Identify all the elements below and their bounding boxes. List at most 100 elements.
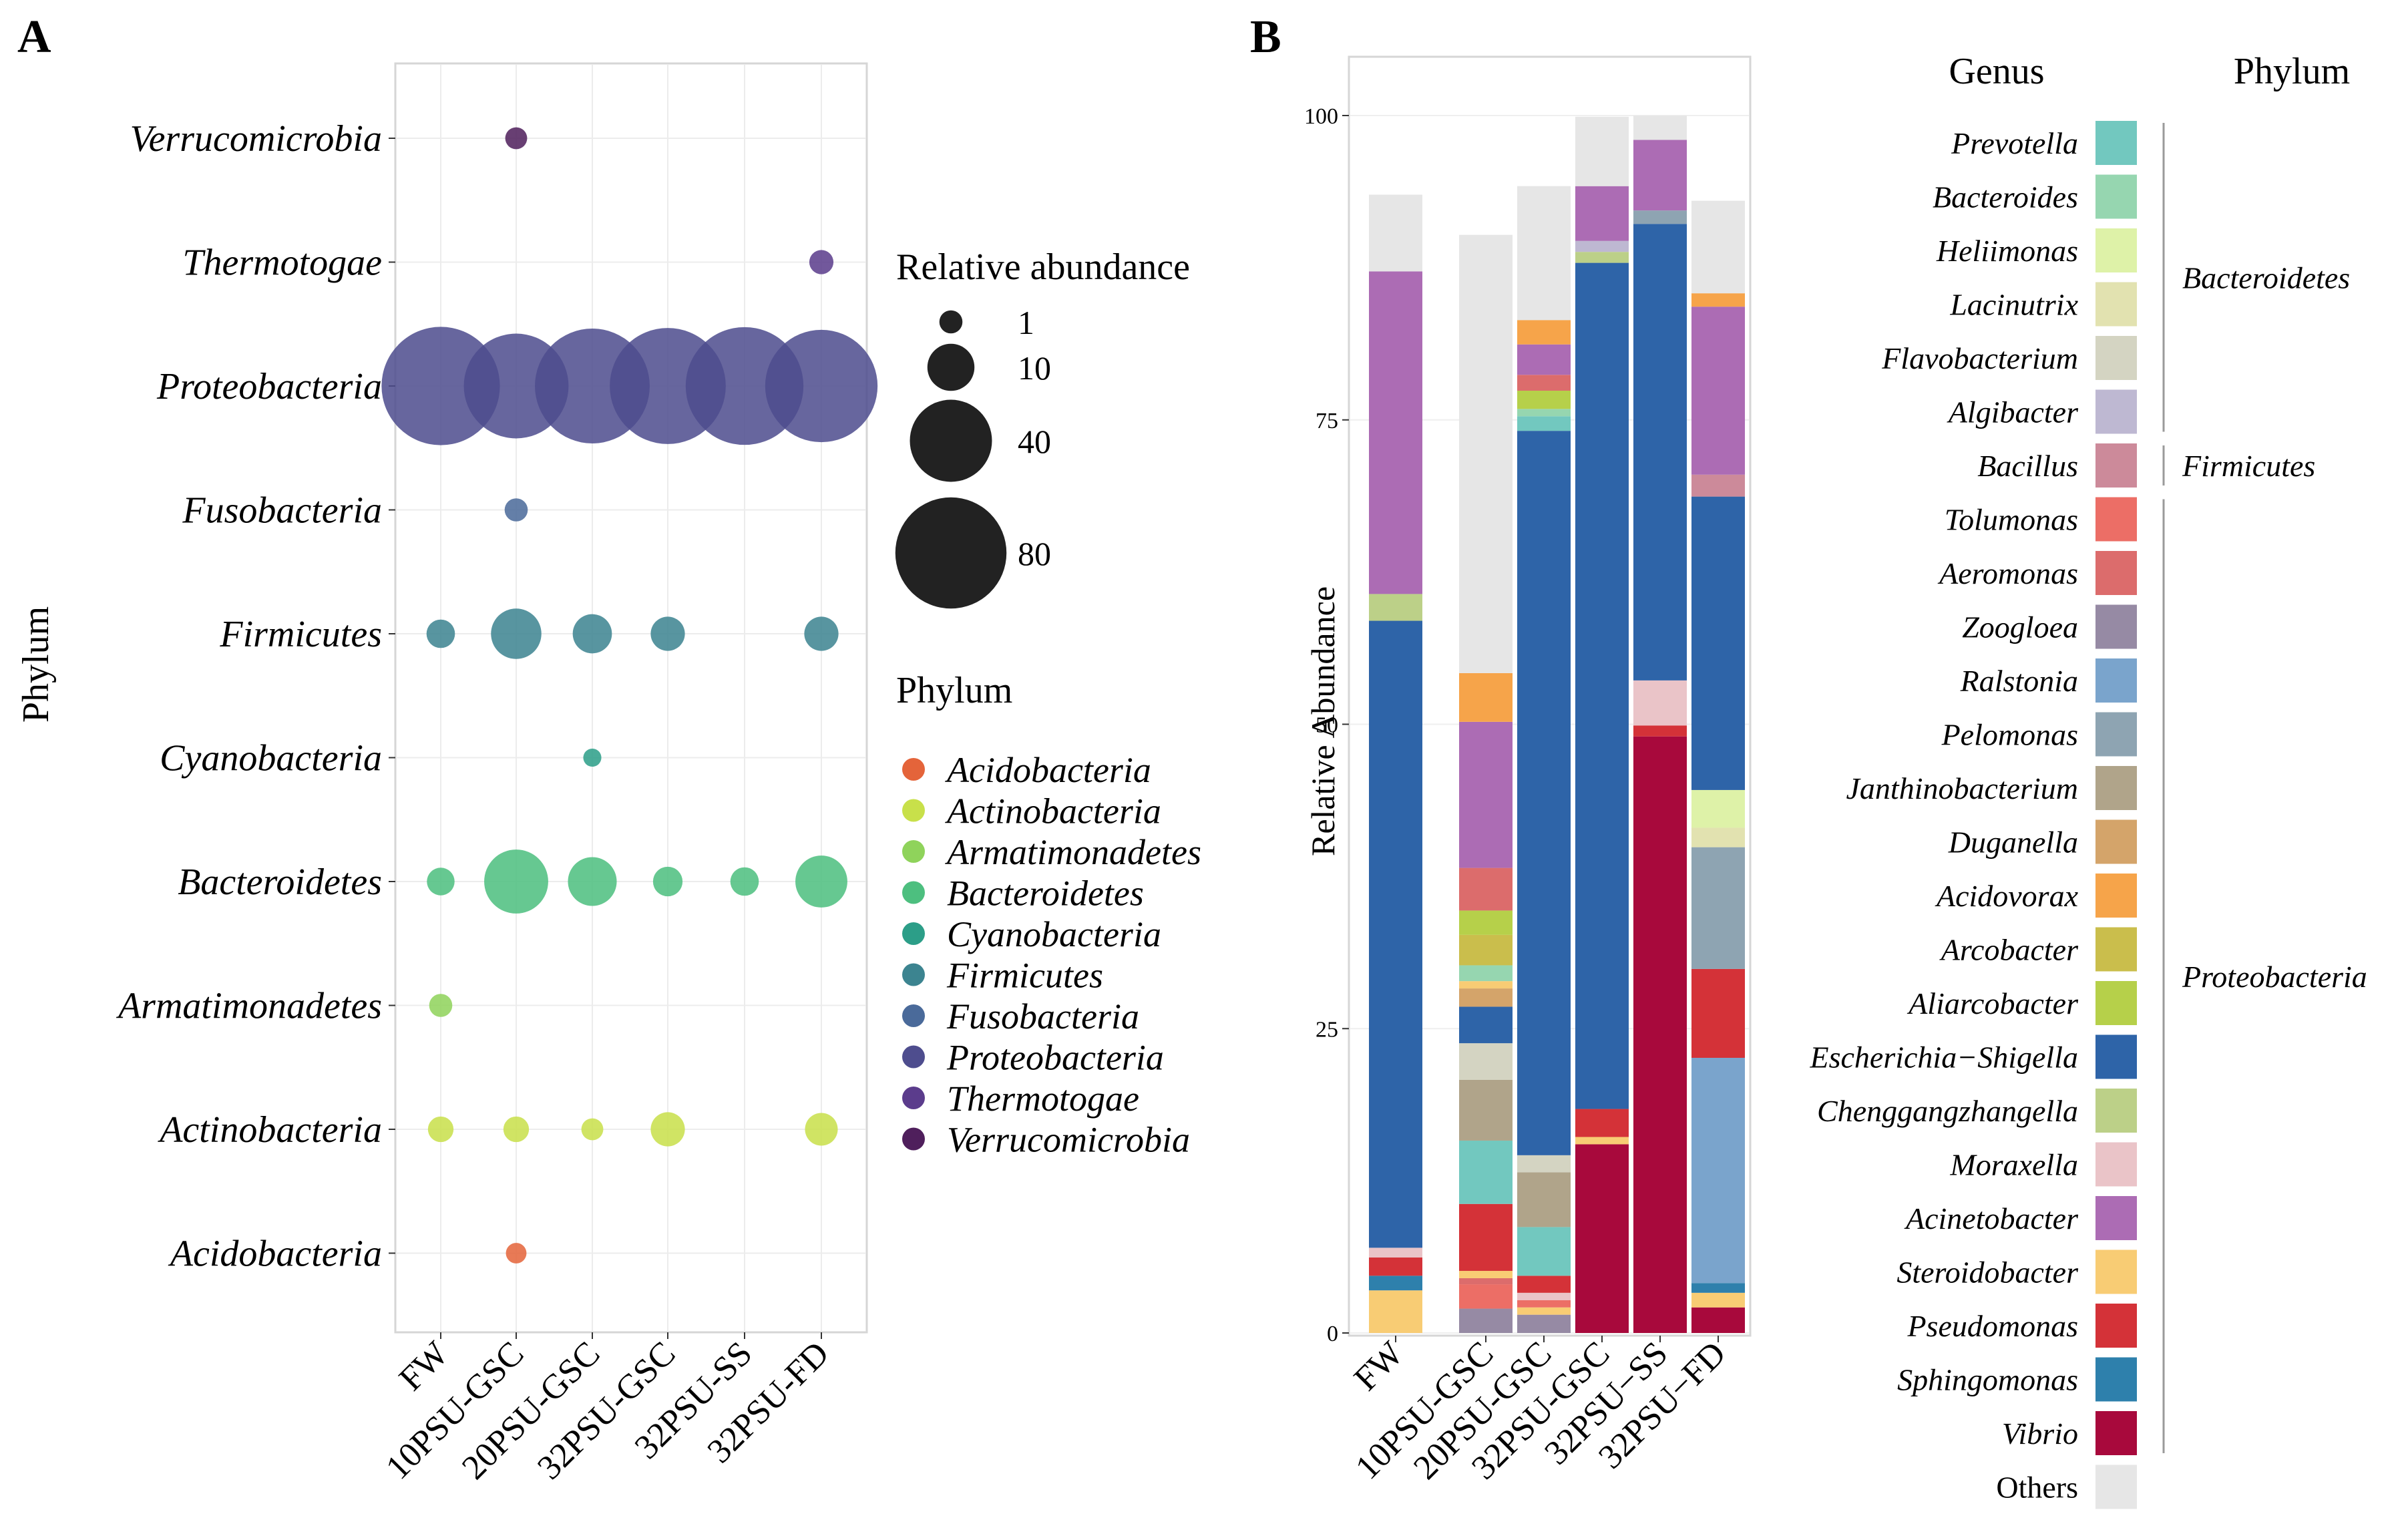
bar-segment-fw-pseudomonas-2: [1369, 1257, 1422, 1276]
bubble-actinobacteria-10psu-gsc: [503, 1116, 530, 1143]
genus-legend: Prevotella Bacteroides Heliimonas Lacinutri…: [1809, 121, 2137, 1509]
bar-segment-fw-others-7: [1369, 194, 1422, 272]
bar-segment-20psu-gsc-prevotella-9: [1517, 416, 1571, 431]
size-key-label-80: 80: [1018, 535, 1051, 572]
bar-segment-10psu-gsc-acinetobacter-15: [1459, 721, 1513, 868]
bar-segment-10psu-gsc-bacteroides-11: [1459, 965, 1513, 982]
bubble-actinobacteria-32psu-fd: [805, 1113, 838, 1146]
bubble-actinobacteria-fw: [427, 1116, 454, 1143]
phylum-label-firmicutes: Firmicutes: [219, 614, 382, 655]
genus-swatch-flavobacterium: [2095, 336, 2137, 380]
legend-label-actinobacteria: Actinobacteria: [945, 791, 1161, 831]
abundance-axis-ticks: 0 25 50 75 100: [1304, 104, 1349, 1346]
bar-segment-32psu-fd-ralstonia-3: [1691, 1058, 1745, 1284]
bar-segment-20psu-gsc-prevotella-5: [1517, 1227, 1571, 1276]
bubble-bacteroidetes-20psu-gsc: [568, 857, 617, 906]
genus-swatch-janthinobacterium: [2095, 766, 2137, 810]
genus-swatch-pelomonas: [2095, 712, 2137, 757]
legend-dot-actinobacteria: [902, 799, 925, 822]
bar-label-fw: FW: [1347, 1334, 1410, 1398]
bar-segment-32psu-ss-acinetobacter-5: [1633, 140, 1687, 211]
genus-label-others: Others: [1996, 1471, 2078, 1505]
bubble-actinobacteria-32psu-gsc: [650, 1112, 685, 1147]
legend-dot-fusobacteria: [902, 1004, 925, 1027]
genus-label-heliimonas: Heliimonas: [1936, 234, 2078, 268]
phylum-label-fusobacteria: Fusobacteria: [182, 490, 382, 532]
legend-dot-cyanobacteria: [902, 922, 925, 945]
bar-segment-fw-chenggangzhangella-5: [1369, 594, 1422, 621]
legend-dot-bacteroidetes: [902, 881, 925, 904]
bar-segment-fw-moraxella-3: [1369, 1247, 1422, 1258]
phylum-label-verrucomicrobia: Verrucomicrobia: [130, 118, 382, 160]
bar-sample-labels: FW10PSU-GSC20PSU-GSC32PSU-GSC32PSU−SS32P…: [1347, 1334, 1733, 1487]
legend-label-proteobacteria: Proteobacteria: [946, 1038, 1164, 1078]
bar-segment-20psu-gsc-moraxella-3: [1517, 1292, 1571, 1300]
size-key-40: [910, 399, 992, 482]
genus-swatch-steroidobacter: [2095, 1249, 2137, 1294]
genus-label-tolumonas: Tolumonas: [1945, 503, 2078, 537]
bar-segment-32psu-fd-heliimonas-7: [1691, 789, 1745, 828]
genus-swatch-bacillus: [2095, 443, 2137, 488]
ytick-label-50: 50: [1316, 713, 1338, 738]
bar-segment-32psu-fd-pelomonas-5: [1691, 847, 1745, 969]
genus-swatch-lacinutrix: [2095, 282, 2137, 327]
genus-swatch-prevotella: [2095, 121, 2137, 165]
ytick-label-25: 25: [1316, 1017, 1338, 1042]
genus-swatch-arcobacter: [2095, 927, 2137, 972]
genus-label-janthinobacterium: Janthinobacterium: [1846, 771, 2079, 805]
size-key-label-1: 1: [1018, 304, 1034, 341]
genus-label-vibrio: Vibrio: [2002, 1416, 2078, 1451]
ytick-label-100: 100: [1304, 104, 1338, 129]
bar-segment-32psu-ss-vibrio-0: [1633, 736, 1687, 1333]
genus-swatch-escherichia-shigella: [2095, 1034, 2137, 1079]
bar-segment-32psu-ss-pelomonas-4: [1633, 210, 1687, 224]
legend-dot-thermotogae: [902, 1087, 925, 1109]
bar-segment-32psu-fd-sphingomonas-2: [1691, 1283, 1745, 1293]
ytick-label-75: 75: [1316, 409, 1338, 433]
bar-segment-10psu-gsc-steroidobacter-10: [1459, 981, 1513, 989]
panel-a-letter: A: [17, 11, 51, 63]
genus-swatch-moraxella: [2095, 1142, 2137, 1187]
legend-label-armatimonadetes: Armatimonadetes: [945, 832, 1201, 872]
bar-segment-32psu-gsc-acinetobacter-6: [1575, 186, 1629, 241]
genus-label-algibacter: Algibacter: [1947, 395, 2079, 429]
genus-label-acinetobacter: Acinetobacter: [1904, 1201, 2079, 1235]
genus-swatch-heliimonas: [2095, 228, 2137, 272]
legend-dot-acidobacteria: [902, 758, 925, 781]
genus-swatch-chenggangzhangella: [2095, 1089, 2137, 1133]
bar-segment-32psu-gsc-others-7: [1575, 116, 1629, 186]
bar-segment-10psu-gsc-escherichia-shigella-8: [1459, 1006, 1513, 1044]
genus-swatch-algibacter: [2095, 389, 2137, 434]
genus-label-flavobacterium: Flavobacterium: [1881, 341, 2078, 375]
bar-segment-32psu-ss-escherichia-shigella-3: [1633, 224, 1687, 681]
legend-dot-verrucomicrobia: [902, 1127, 925, 1151]
legend-dot-firmicutes: [902, 963, 925, 986]
legend-label-cyanobacteria: Cyanobacteria: [947, 914, 1161, 954]
size-key-1: [939, 310, 963, 334]
bubble-bacteroidetes-32psu-fd: [795, 855, 847, 908]
bubble-chart-panel: VerrucomicrobiaThermotogaeProteobacteria…: [15, 62, 1201, 1487]
size-key-80: [895, 497, 1007, 609]
phylum-color-legend: Phylum AcidobacteriaActinobacteriaArmati…: [896, 670, 1201, 1160]
bar-segment-32psu-gsc-chenggangzhangella-4: [1575, 252, 1629, 263]
genus-label-steroidobacter: Steroidobacter: [1896, 1256, 2079, 1290]
bubble-points: [381, 127, 878, 1264]
group-label-bacteroidetes: Bacteroidetes: [2182, 260, 2350, 295]
bar-segment-10psu-gsc-flavobacterium-7: [1459, 1043, 1513, 1080]
bubble-proteobacteria-32psu-fd: [765, 329, 878, 443]
bubble-proteobacteria-fw: [381, 327, 500, 445]
genus-swatch-bacteroides: [2095, 174, 2137, 219]
bar-segment-32psu-gsc-algibacter-5: [1575, 240, 1629, 252]
bar-segment-10psu-gsc-aeromonas-14: [1459, 868, 1513, 911]
genus-label-aeromonas: Aeromonas: [1937, 556, 2078, 590]
bar-segment-20psu-gsc-flavobacterium-7: [1517, 1155, 1571, 1173]
bar-segment-32psu-ss-moraxella-2: [1633, 680, 1687, 726]
genus-label-prevotella: Prevotella: [1951, 126, 2078, 160]
legend-label-fusobacteria: Fusobacteria: [946, 996, 1139, 1036]
legend-label-firmicutes: Firmicutes: [946, 956, 1103, 996]
phylum-axis-labels: Verrucomicrobia Thermotogae Proteobacteria…: [116, 118, 395, 1275]
phylum-label-armatimonadetes: Armatimonadetes: [116, 986, 382, 1027]
bar-segment-32psu-fd-vibrio-0: [1691, 1307, 1745, 1333]
phylum-legend-title: Phylum: [896, 670, 1012, 711]
phylum-label-acidobacteria: Acidobacteria: [168, 1233, 382, 1275]
